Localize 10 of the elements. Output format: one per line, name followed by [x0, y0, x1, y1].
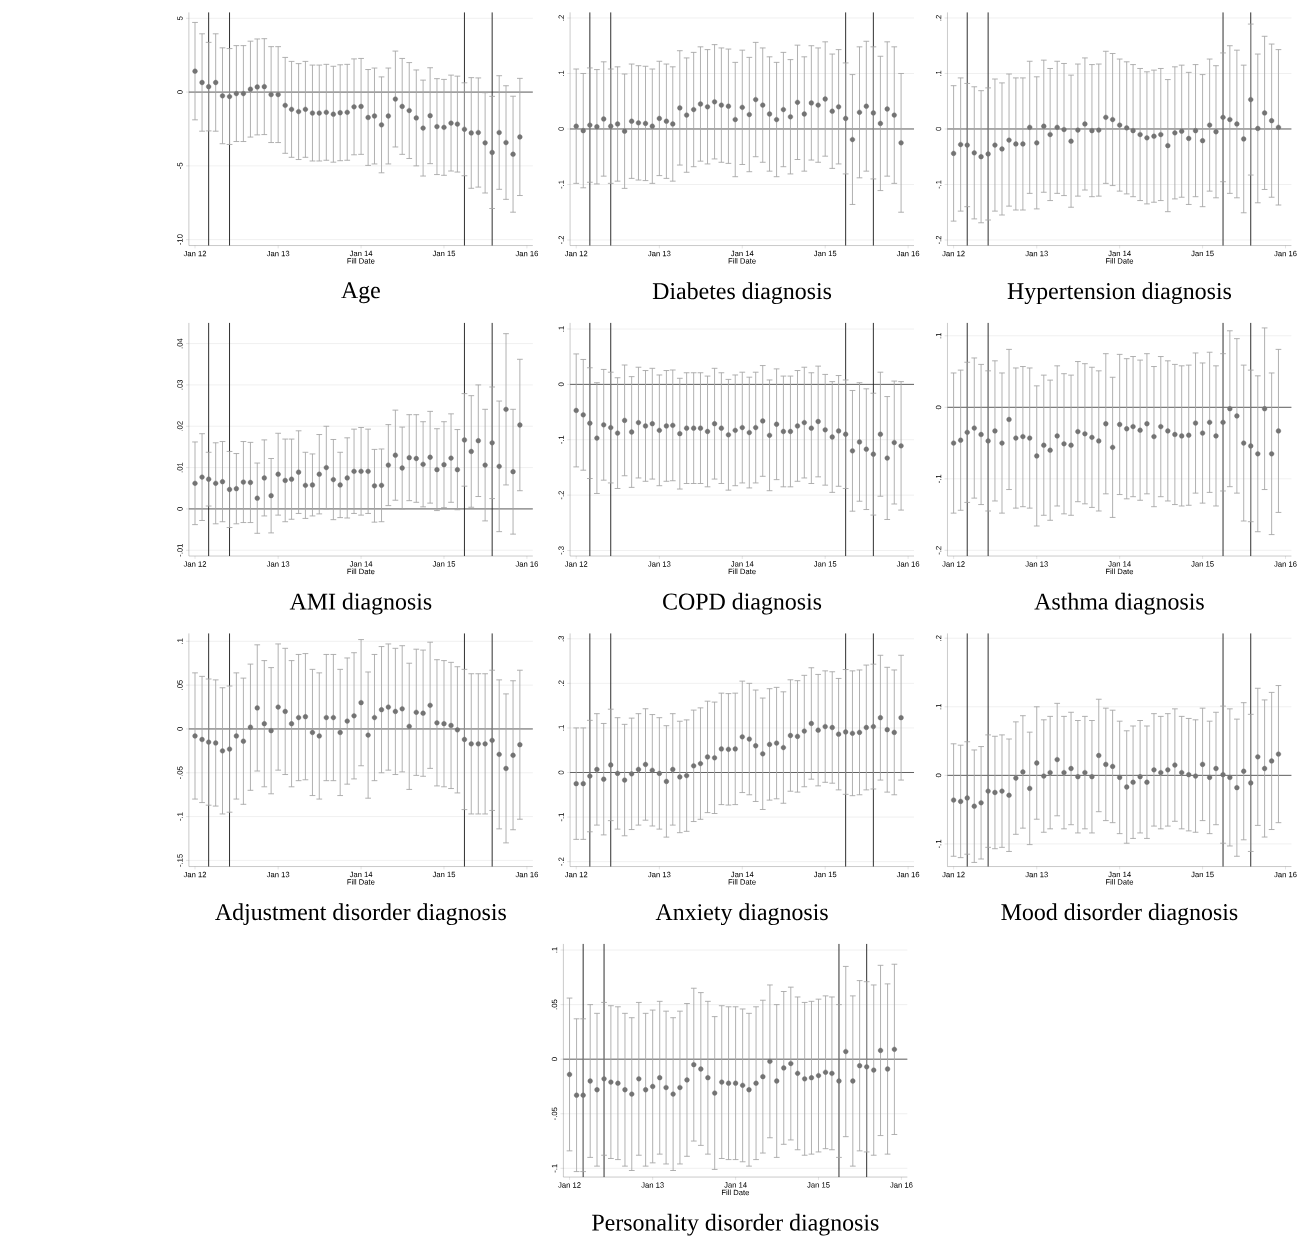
text: AMI diagnosis [289, 592, 432, 615]
text: Anxiety diagnosis [655, 903, 828, 926]
text: Asthma diagnosis [1034, 592, 1204, 615]
text: Personality disorder diagnosis [592, 1213, 879, 1236]
text: Diabetes diagnosis [652, 282, 832, 305]
text: Hypertension diagnosis [1007, 282, 1232, 305]
text: COPD diagnosis [663, 592, 822, 615]
text: Age [341, 282, 380, 304]
text: Mood disorder diagnosis [1001, 903, 1238, 926]
text: Adjustment disorder diagnosis [215, 903, 506, 926]
